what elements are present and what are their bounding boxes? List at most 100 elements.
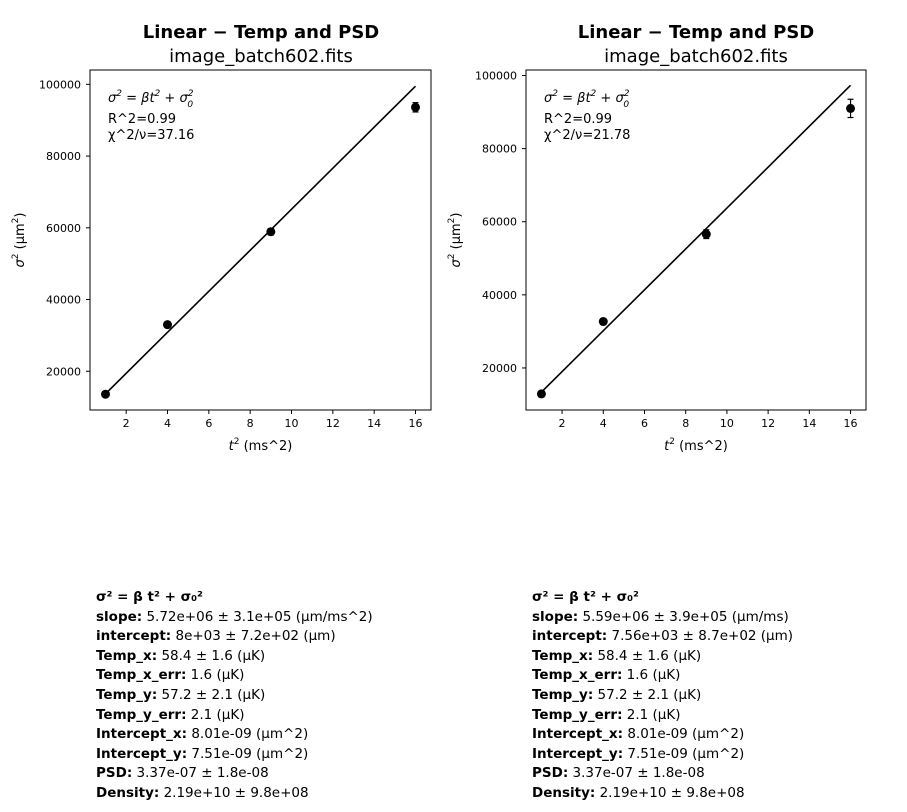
y-label-symbol: σ: [13, 258, 28, 267]
y-tick-label: 100000: [39, 78, 81, 91]
y-tick-label: 40000: [482, 289, 517, 302]
y-label-symbol: σ: [449, 258, 464, 267]
y-tick-label: 80000: [46, 150, 81, 163]
formula-beta-t: = βt: [558, 91, 591, 106]
x-tick-label: 2: [123, 417, 130, 430]
y-label-unit-exponent: 2: [447, 218, 457, 224]
info-label: Density:: [96, 784, 160, 801]
info-row: Temp_x: 58.4 ± 1.6 (μK): [96, 647, 373, 667]
x-label-exponent: 2: [234, 437, 240, 447]
formula-exponent: 2: [155, 89, 161, 99]
info-row: intercept: 7.56e+03 ± 8.7e+02 (μm): [532, 627, 793, 647]
info-value: 8e+03 ± 7.2e+02 (μm): [171, 628, 336, 645]
fit-line: [104, 85, 417, 395]
info-row: Temp_y_err: 2.1 (μK): [532, 706, 793, 726]
data-point: [701, 229, 711, 239]
info-row: slope: 5.59e+06 ± 3.9e+05 (μm/ms): [532, 608, 793, 628]
x-tick-label: 10: [720, 417, 734, 430]
y-label-unit: (μm: [449, 223, 464, 253]
info-label: Temp_x:: [532, 647, 594, 664]
x-tick-label: 4: [164, 417, 171, 430]
chart-subtitle: image_batch602.fits: [604, 46, 788, 67]
y-tick-label: 60000: [46, 222, 81, 235]
info-label: Temp_y:: [96, 686, 158, 703]
info-row: Intercept_x: 8.01e-09 (μm^2): [96, 725, 373, 745]
x-tick-label: 8: [247, 417, 254, 430]
y-tick-label: 40000: [46, 294, 81, 307]
y-label-unit-exponent: 2: [11, 218, 21, 224]
info-value: 2.19e+10 ± 9.8e+08: [595, 784, 745, 801]
chart-title: Linear − Temp and PSD: [143, 22, 380, 43]
info-value: 7.51e-09 (μm^2): [187, 745, 309, 762]
info-row: PSD: 3.37e-07 ± 1.8e-08: [532, 764, 793, 784]
info-label: intercept:: [96, 628, 172, 645]
fit-line: [540, 84, 852, 393]
annotation-r2: R^2=0.99: [108, 112, 176, 127]
y-tick-label: 100000: [475, 69, 517, 82]
x-tick-label: 4: [600, 417, 607, 430]
formula-exponent: 2: [116, 89, 122, 99]
info-value: 8.01e-09 (μm^2): [623, 726, 745, 743]
x-tick-label: 16: [409, 417, 423, 430]
formula-subscript: 0: [187, 100, 193, 110]
info-value: 7.51e-09 (μm^2): [623, 745, 745, 762]
info-value: 5.72e+06 ± 3.1e+05 (μm/ms^2): [142, 608, 373, 625]
info-value: 8.01e-09 (μm^2): [187, 726, 309, 743]
formula-sigma: σ: [544, 91, 553, 106]
annotation-chi2: χ^2/ν=37.16: [108, 128, 194, 143]
info-label: σ² = β t² + σ₀²: [96, 589, 203, 605]
info-value: 1.6 (μK): [622, 667, 681, 684]
info-value: 3.37e-07 ± 1.8e-08: [132, 765, 269, 782]
annotation-formula: σ2 = βt2 + σ2 0: [544, 89, 630, 110]
y-tick-label: 20000: [46, 365, 81, 378]
fit-results-right: σ² = β t² + σ₀² slope: 5.59e+06 ± 3.9e+05…: [532, 588, 793, 804]
annotation-chi2: χ^2/ν=21.78: [544, 128, 630, 143]
info-row: σ² = β t² + σ₀²: [96, 588, 373, 608]
x-axis-label: t2 (ms^2): [664, 437, 728, 454]
info-value: 3.37e-07 ± 1.8e-08: [568, 765, 705, 782]
info-value: 2.1 (μK): [622, 706, 681, 723]
data-point: [846, 103, 856, 113]
formula-exponent: 2: [188, 89, 194, 99]
charts-area: Linear − Temp and PSD image_batch602.fits…: [11, 22, 867, 454]
info-label: Intercept_x:: [532, 726, 624, 743]
info-label: Intercept_y:: [532, 745, 624, 762]
info-value: 2.1 (μK): [186, 706, 245, 723]
formula-exponent: 2: [552, 89, 558, 99]
info-row: Density: 2.19e+10 ± 9.8e+08: [532, 784, 793, 804]
x-tick-label: 8: [682, 417, 689, 430]
y-tick-label: 20000: [482, 362, 517, 375]
info-label: Temp_y_err:: [532, 706, 623, 723]
x-label-unit: (ms^2): [239, 439, 292, 454]
x-tick-label: 14: [367, 417, 381, 430]
info-label: slope:: [96, 608, 143, 625]
x-tick-label: 12: [761, 417, 775, 430]
data-point: [266, 227, 276, 237]
x-tick-label: 16: [844, 417, 858, 430]
info-label: PSD:: [532, 765, 569, 782]
info-row: Temp_x_err: 1.6 (μK): [96, 666, 373, 686]
info-value: 57.2 ± 2.1 (μK): [593, 686, 702, 703]
info-value: 5.59e+06 ± 3.9e+05 (μm/ms): [578, 608, 789, 625]
x-tick-label: 14: [802, 417, 816, 430]
formula-sigma: σ: [108, 91, 117, 106]
info-label: PSD:: [96, 765, 133, 782]
data-point: [101, 389, 110, 399]
info-value: 1.6 (μK): [186, 667, 245, 684]
info-row: Intercept_x: 8.01e-09 (μm^2): [532, 725, 793, 745]
y-label-exponent: 2: [11, 253, 21, 259]
info-row: Temp_y: 57.2 ± 2.1 (μK): [532, 686, 793, 706]
info-row: Density: 2.19e+10 ± 9.8e+08: [96, 784, 373, 804]
x-label-unit: (ms^2): [675, 439, 728, 454]
x-label-symbol: t: [664, 439, 670, 454]
info-label: Temp_x_err:: [532, 667, 623, 684]
y-label-unit: (μm: [13, 223, 28, 253]
info-label: σ² = β t² + σ₀²: [532, 589, 639, 605]
data-point: [598, 317, 608, 327]
annotation-r2: R^2=0.99: [544, 112, 612, 127]
info-label: Intercept_y:: [96, 745, 188, 762]
x-label-exponent: 2: [669, 437, 675, 447]
y-label-close: ): [449, 213, 464, 218]
info-row: PSD: 3.37e-07 ± 1.8e-08: [96, 764, 373, 784]
info-label: Temp_y:: [532, 686, 594, 703]
